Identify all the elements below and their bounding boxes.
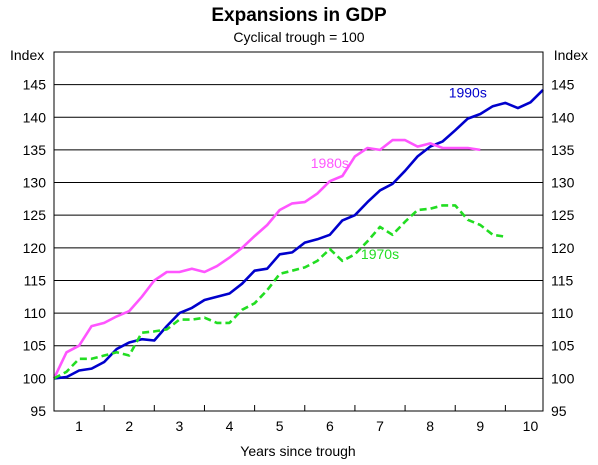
series-line-1970s [53, 204, 506, 380]
y-tick-right-140: 140 [551, 109, 575, 125]
y-tick-left-100: 100 [23, 370, 47, 386]
y-tick-right-110: 110 [551, 305, 574, 321]
y-tick-left-120: 120 [23, 240, 47, 256]
y-tick-left-130: 130 [23, 175, 47, 191]
x-tick-3: 3 [175, 418, 183, 434]
y-tick-right-115: 115 [551, 272, 574, 288]
y-tick-left-95: 95 [30, 403, 46, 419]
series-label-1970s: 1970s [361, 246, 399, 262]
y-tick-right-100: 100 [551, 370, 575, 386]
series-label-1990s: 1990s [449, 85, 487, 101]
y-tick-right-120: 120 [551, 240, 575, 256]
y-tick-right-145: 145 [551, 77, 575, 93]
x-tick-5: 5 [276, 418, 284, 434]
y-tick-left-125: 125 [23, 207, 47, 223]
axes [53, 51, 544, 412]
y-tick-left-115: 115 [24, 272, 47, 288]
chart-title: Expansions in GDP [211, 5, 387, 26]
plot-frame [53, 51, 544, 412]
x-tick-7: 7 [376, 418, 384, 434]
series-line-1980s [52, 138, 481, 379]
x-tick-8: 8 [426, 418, 434, 434]
x-tick-6: 6 [326, 418, 334, 434]
series-label-1980s: 1980s [311, 155, 349, 171]
y-tick-left-110: 110 [24, 305, 47, 321]
left-axis-unit: Index [10, 47, 44, 63]
x-tick-9: 9 [476, 418, 484, 434]
y-tick-right-125: 125 [551, 207, 575, 223]
y-tick-right-130: 130 [551, 175, 575, 191]
series-labels: 1990s 1980s 1970s [311, 85, 487, 262]
y-tick-right-105: 105 [551, 338, 575, 354]
gridlines [54, 84, 543, 379]
x-tick-1: 1 [75, 418, 83, 434]
x-tick-4: 4 [226, 418, 234, 434]
series-line-1990s [53, 88, 544, 380]
y-tick-left-145: 145 [23, 77, 47, 93]
y-tick-left-140: 140 [23, 109, 47, 125]
x-tick-10: 10 [523, 418, 539, 434]
y-tick-left-105: 105 [23, 338, 47, 354]
y-tick-left-135: 135 [23, 142, 47, 158]
x-axis-label: Years since trough [240, 443, 355, 459]
y-tick-right-95: 95 [551, 403, 567, 419]
chart-subtitle: Cyclical trough = 100 [233, 29, 364, 45]
x-tick-2: 2 [125, 418, 133, 434]
right-axis-unit: Index [554, 47, 588, 63]
series-lines [52, 88, 544, 380]
y-tick-right-135: 135 [551, 142, 575, 158]
